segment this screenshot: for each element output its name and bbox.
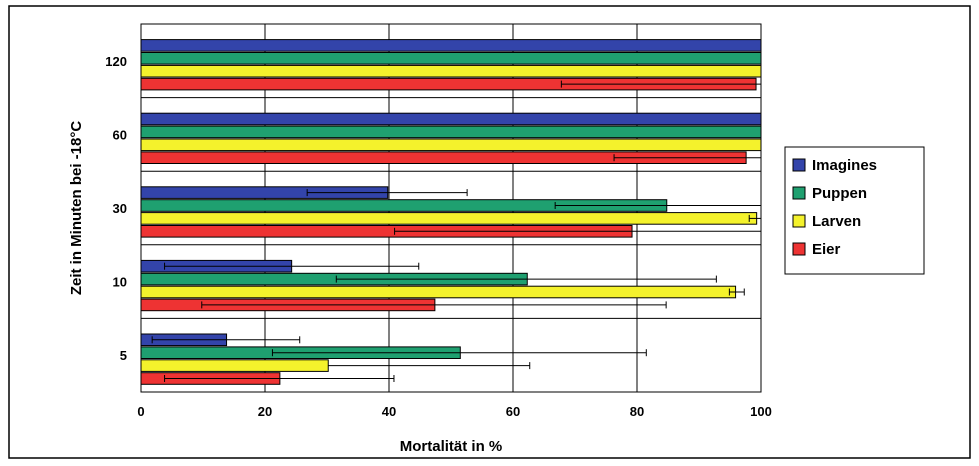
y-tick-label: 120: [105, 54, 127, 69]
x-axis-title: Mortalität in %: [400, 438, 503, 455]
bar-larven-10: [140, 285, 737, 299]
plot-frame: [140, 23, 762, 393]
bar-larven-120: [140, 64, 762, 78]
x-tick-label: 100: [750, 404, 772, 419]
legend-swatch-larven: [792, 214, 806, 228]
legend: Imagines Puppen Larven Eier: [784, 146, 925, 275]
y-tick-labels: 5 10 30 60 120: [105, 54, 127, 363]
legend-label-larven: Larven: [812, 213, 861, 230]
legend-box: [784, 146, 925, 275]
legend-swatch-puppen: [792, 186, 806, 200]
y-tick-label: 10: [113, 275, 127, 290]
bar-puppen-60: [140, 125, 762, 139]
legend-label-puppen: Puppen: [812, 185, 867, 202]
x-tick-label: 40: [382, 404, 396, 419]
x-tick-label: 0: [137, 404, 144, 419]
y-axis-title: Zeit in Minuten bei -18°C: [68, 121, 85, 296]
bar-puppen-120: [140, 52, 762, 65]
legend-swatch-imagines: [792, 158, 806, 172]
bar-larven-5: [140, 359, 329, 372]
x-tick-label: 80: [630, 404, 644, 419]
bar-imagines-120: [140, 39, 762, 52]
bar-larven-30: [140, 212, 758, 225]
y-tick-label: 60: [113, 127, 127, 142]
y-tick-label: 30: [113, 201, 127, 216]
bar-imagines-60: [140, 112, 762, 126]
legend-swatch-eier: [792, 242, 806, 256]
x-tick-labels: 0 20 40 60 80 100: [137, 404, 771, 419]
x-tick-label: 20: [258, 404, 272, 419]
legend-label-eier: Eier: [812, 241, 841, 258]
x-tick-label: 60: [506, 404, 520, 419]
error-bars: [151, 80, 762, 382]
legend-label-imagines: Imagines: [812, 157, 877, 174]
bar-larven-60: [140, 138, 762, 152]
y-tick-label: 5: [120, 348, 127, 363]
